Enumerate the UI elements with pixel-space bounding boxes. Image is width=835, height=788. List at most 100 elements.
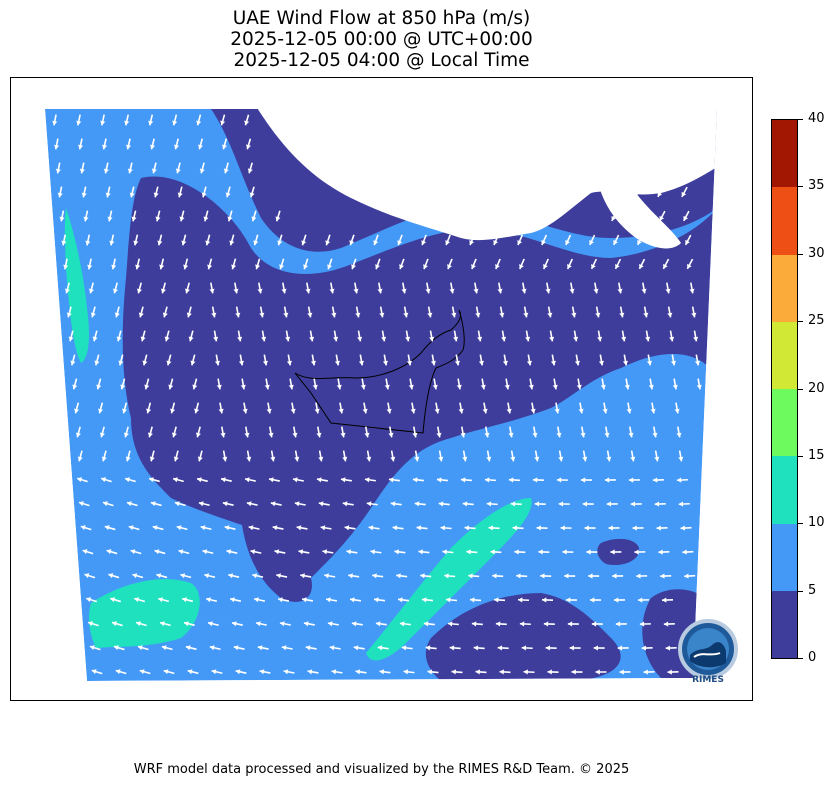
wind-vector-head <box>197 456 203 462</box>
wind-vector-head <box>700 119 705 125</box>
wind-vector-head <box>281 288 287 294</box>
wind-vector-head <box>364 432 370 438</box>
wind-vector-head <box>207 621 213 627</box>
wind-vector-head <box>203 216 209 222</box>
wind-vector-head <box>621 336 627 342</box>
rimes-logo-icon <box>678 619 738 679</box>
wind-vector-head <box>274 549 280 555</box>
wind-vector-head <box>346 549 352 555</box>
wind-vector-head <box>619 312 625 318</box>
wind-vector-head <box>523 312 529 318</box>
wind-vector-head <box>672 384 678 390</box>
wind-vector-head <box>312 384 318 390</box>
wind-vector-head <box>475 669 480 675</box>
wind-vector-head <box>382 360 389 366</box>
wind-vector-head <box>130 549 136 555</box>
wind-vector-head <box>501 336 507 342</box>
wind-vector-head <box>155 216 161 222</box>
wind-vector-head <box>362 408 368 414</box>
wind-vector-head <box>696 384 702 390</box>
wind-vector-head <box>569 645 575 651</box>
wind-vector-head <box>495 621 501 627</box>
colorbar-tick-label: 30 <box>808 245 825 261</box>
wind-vector-head <box>401 645 407 651</box>
wind-vector-head <box>116 336 122 342</box>
wind-vector-head <box>251 216 257 222</box>
colorbar-tick <box>798 253 803 255</box>
wind-vector-head <box>366 501 372 507</box>
wind-vector-head <box>549 336 555 342</box>
wind-vector-head <box>370 549 376 555</box>
wind-vector-head <box>449 645 455 651</box>
colorbar-tick-label: 20 <box>808 380 825 396</box>
wind-vector-head <box>161 645 167 651</box>
map-panel[interactable] <box>10 77 753 701</box>
wind-vector-head <box>663 621 669 627</box>
wind-vector-head <box>170 408 176 414</box>
wind-vector-head <box>100 120 106 126</box>
strong-strip-west <box>64 208 89 363</box>
wind-vector-head <box>94 360 100 366</box>
colorbar-tick-label: 25 <box>808 313 825 329</box>
wind-vector-head <box>421 240 427 246</box>
wind-vector-head <box>250 549 256 555</box>
wind-vector-head <box>204 573 210 579</box>
wind-vector-head <box>634 549 639 555</box>
colorbar-tick <box>798 455 803 457</box>
wind-vector-head <box>619 669 624 675</box>
wind-vector-head <box>220 120 226 126</box>
wind-vector-head <box>340 432 346 438</box>
wind-vector-head <box>556 432 562 438</box>
wind-vector-head <box>326 597 331 603</box>
wind-vector-head <box>652 477 658 483</box>
colorbar-tick-label: 0 <box>808 650 817 665</box>
wind-vector-head <box>655 167 661 173</box>
wind-vector-head <box>124 120 130 126</box>
wind-vector-head <box>327 621 333 627</box>
wind-vector-head <box>237 336 243 342</box>
wind-vector-head <box>653 143 659 149</box>
wind-vector-head <box>181 240 187 246</box>
calm-region-south-east <box>425 593 621 681</box>
wind-vector-head <box>514 549 519 555</box>
wind-vector-head <box>373 240 379 246</box>
wind-vector-head <box>636 573 641 579</box>
wind-vector-head <box>656 525 661 531</box>
wind-vector-head <box>353 288 359 294</box>
wind-vector-head <box>438 501 444 507</box>
wind-vector-head <box>381 336 387 342</box>
colorbar-tick-label: 35 <box>808 178 825 194</box>
wind-vector-head <box>648 384 654 390</box>
wind-vector-head <box>136 288 142 294</box>
wind-vector-head <box>172 120 178 126</box>
wind-vector-head <box>206 597 211 603</box>
wind-vector-head <box>377 288 383 294</box>
wind-vector-head <box>650 408 656 414</box>
wind-vector-head <box>493 240 499 246</box>
wind-vector-head <box>160 288 166 294</box>
wind-vector-head <box>61 240 67 246</box>
wind-vector-head <box>98 408 104 414</box>
wind-vector-head <box>659 215 665 221</box>
wind-vector-head <box>99 432 105 438</box>
wind-vector-head <box>66 312 72 318</box>
wind-vector-head <box>652 119 657 125</box>
wind-vector-head <box>606 501 612 507</box>
wind-vector-head <box>198 501 204 507</box>
wind-vector-head <box>617 645 622 651</box>
wind-vector-head <box>137 645 143 651</box>
wind-vector-head <box>610 549 615 555</box>
wind-vector-head <box>123 432 129 438</box>
wind-vector-head <box>442 549 447 555</box>
wind-vector-head <box>87 264 93 270</box>
wind-vector-head <box>508 477 514 483</box>
wind-vector-head <box>399 264 404 270</box>
wind-vector-head <box>185 645 191 651</box>
wind-vector-head <box>530 408 536 414</box>
wind-vector-head <box>226 549 232 555</box>
wind-vector-head <box>152 525 158 531</box>
wind-vector-head <box>298 549 304 555</box>
wind-vector-head <box>495 264 500 270</box>
wind-vector-head <box>469 240 475 246</box>
wind-vector-head <box>288 384 294 390</box>
